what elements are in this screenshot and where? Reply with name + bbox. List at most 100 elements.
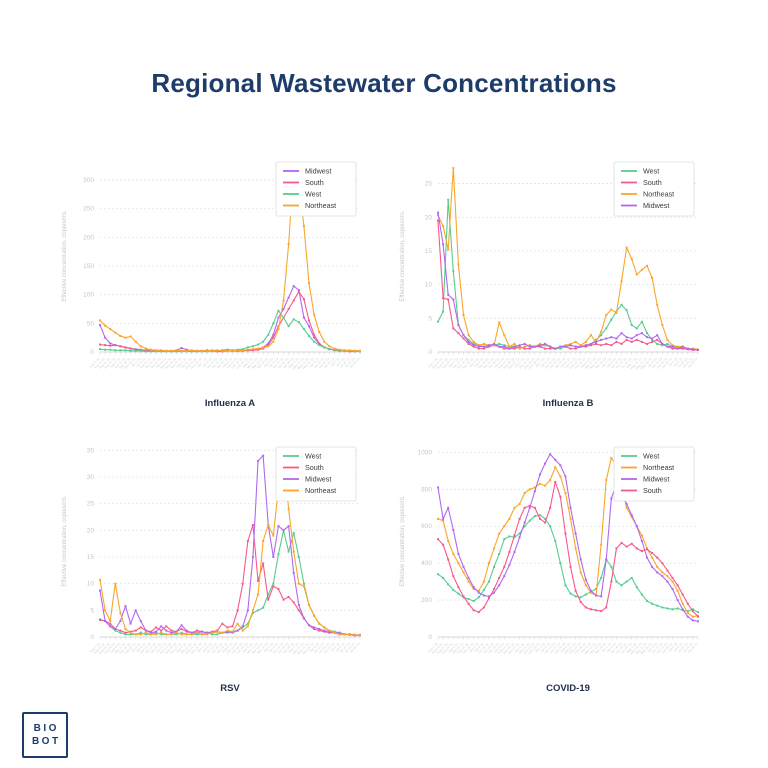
- y-tick-label: 5: [90, 607, 94, 614]
- y-tick-label: 10: [425, 282, 433, 289]
- series-line-south: [99, 291, 361, 352]
- y-tick-label: 10: [87, 581, 95, 588]
- series-line-northeast: [99, 455, 361, 636]
- chart-caption-covid-19: COVID-19: [546, 683, 590, 694]
- legend-box: [275, 446, 357, 502]
- legend: Midwest South West Northeast: [275, 161, 357, 217]
- x-tick-label: Dec 4 '22: [514, 642, 526, 654]
- x-tick-label: Aug 7 '22: [89, 642, 101, 654]
- y-tick-label: 15: [425, 248, 433, 255]
- x-tick-label: Sep 4 '22: [109, 357, 121, 369]
- y-tick-label: 35: [87, 447, 95, 454]
- biobot-logo: BIO BOT: [22, 712, 68, 758]
- x-tick-label: Apr 2 '23: [601, 642, 612, 653]
- x-tick-label: Nov 6 '22: [155, 642, 167, 654]
- biobot-logo-line2: BOT: [31, 736, 61, 747]
- chart-caption-rsv: RSV: [220, 683, 240, 694]
- series-markers-midwest: [437, 211, 699, 351]
- legend-item-south: South: [621, 178, 662, 187]
- series-markers-west: [437, 198, 699, 351]
- legend-box: [613, 446, 695, 502]
- series-line-west: [437, 514, 699, 613]
- x-tick-label: Apr 9 '23: [606, 642, 617, 653]
- legend-item-midwest: Midwest: [283, 474, 331, 483]
- x-tick-label: Aug 7 '22: [427, 357, 439, 369]
- x-tick-label: Mar 5 '23: [580, 642, 592, 654]
- x-tick-label: Jul 2 '23: [330, 357, 341, 368]
- x-tick-label: Oct 9 '22: [135, 642, 146, 653]
- series-line-west: [437, 199, 699, 351]
- y-axis-label: Effective concentration, copies/mL: [62, 210, 68, 302]
- x-tick-label: Sep 4 '22: [109, 642, 121, 654]
- x-tick-label: Dec 4 '22: [514, 357, 526, 369]
- x-tick-label: Feb 5 '23: [222, 357, 234, 369]
- legend-item-midwest: Midwest: [621, 474, 669, 483]
- x-tick-label: Sep 4 '22: [447, 642, 459, 654]
- series-west: [99, 309, 361, 353]
- y-tick-label: 250: [83, 206, 94, 213]
- legend-label-northeast: Northeast: [305, 201, 336, 210]
- x-tick-label: Jul 2 '23: [330, 642, 341, 653]
- y-tick-label: 300: [83, 177, 94, 184]
- y-tick-label: 0: [428, 349, 432, 356]
- series-south: [437, 219, 699, 351]
- x-tick-label: Jun 4 '23: [309, 357, 321, 369]
- x-tick-label: Dec 4 '22: [176, 642, 188, 654]
- x-tick-label: Apr 2 '23: [263, 357, 274, 368]
- series-midwest: [99, 285, 361, 352]
- series-markers-northeast: [99, 167, 361, 352]
- x-tick-label: Feb 5 '23: [222, 642, 234, 654]
- legend-item-northeast: Northeast: [621, 463, 674, 472]
- series-midwest: [437, 211, 699, 351]
- x-tick-label: Jan 8 '23: [539, 642, 551, 654]
- legend: West Northeast Midwest South: [613, 446, 695, 502]
- series-west: [437, 198, 699, 351]
- y-tick-label: 600: [421, 523, 432, 530]
- axes: 0 5 10 15 20 25: [425, 181, 698, 356]
- legend-label-northeast: Northeast: [305, 486, 336, 495]
- legend-item-west: West: [621, 451, 659, 460]
- series-south: [437, 480, 699, 618]
- x-tick-label: Jan 8 '23: [201, 357, 213, 369]
- chart-caption-influenza-b: Influenza B: [542, 398, 594, 409]
- legend-label-midwest: Midwest: [305, 166, 331, 175]
- y-tick-label: 25: [425, 181, 433, 188]
- legend-label-northeast: Northeast: [643, 463, 674, 472]
- x-tick-label: Oct 2 '22: [130, 642, 141, 653]
- series-line-south: [99, 524, 361, 636]
- legend-item-northeast: Northeast: [283, 486, 336, 495]
- chart-cell-influenza-b: 0 5 10 15 20 25 Aug 7 '22 Aug 14 '22 Aug 21 '22 A…: [392, 148, 714, 409]
- y-tick-label: 25: [87, 501, 95, 508]
- chart-cell-influenza-a: 0 50 100 150 200 250 300 Aug 7 '22 Aug 14 '22 Aug…: [54, 148, 376, 409]
- x-tick-label: Jan 1 '23: [196, 357, 208, 369]
- legend-item-south: South: [621, 486, 662, 495]
- x-tick-label: Sep 4 '22: [447, 357, 459, 369]
- legend-label-midwest: Midwest: [643, 201, 669, 210]
- y-tick-label: 20: [425, 214, 433, 221]
- x-tick-label: Feb 5 '23: [560, 642, 572, 654]
- x-tick-label: Jan 8 '23: [539, 357, 551, 369]
- series-markers-west: [437, 514, 699, 614]
- y-tick-label: 800: [421, 486, 432, 493]
- series-line-west: [99, 529, 361, 636]
- x-tick-label: Oct 9 '22: [135, 357, 146, 368]
- x-tick-label: Oct 9 '22: [473, 642, 484, 653]
- y-tick-label: 0: [428, 634, 432, 641]
- x-tick-label: Aug 7 '22: [89, 357, 101, 369]
- legend: West South Northeast Midwest: [613, 161, 695, 217]
- x-tick-label: Aug 7 '22: [427, 642, 439, 654]
- series-markers-south: [99, 524, 361, 637]
- series-line-northeast: [99, 168, 361, 352]
- x-tick-label: Jan 1 '23: [534, 642, 546, 654]
- y-axis-label: Effective concentration, copies/mL: [400, 495, 406, 587]
- x-tick-label: Jan 8 '23: [201, 642, 213, 654]
- legend-label-west: West: [305, 451, 321, 460]
- legend-label-south: South: [643, 486, 662, 495]
- y-tick-label: 100: [83, 292, 94, 299]
